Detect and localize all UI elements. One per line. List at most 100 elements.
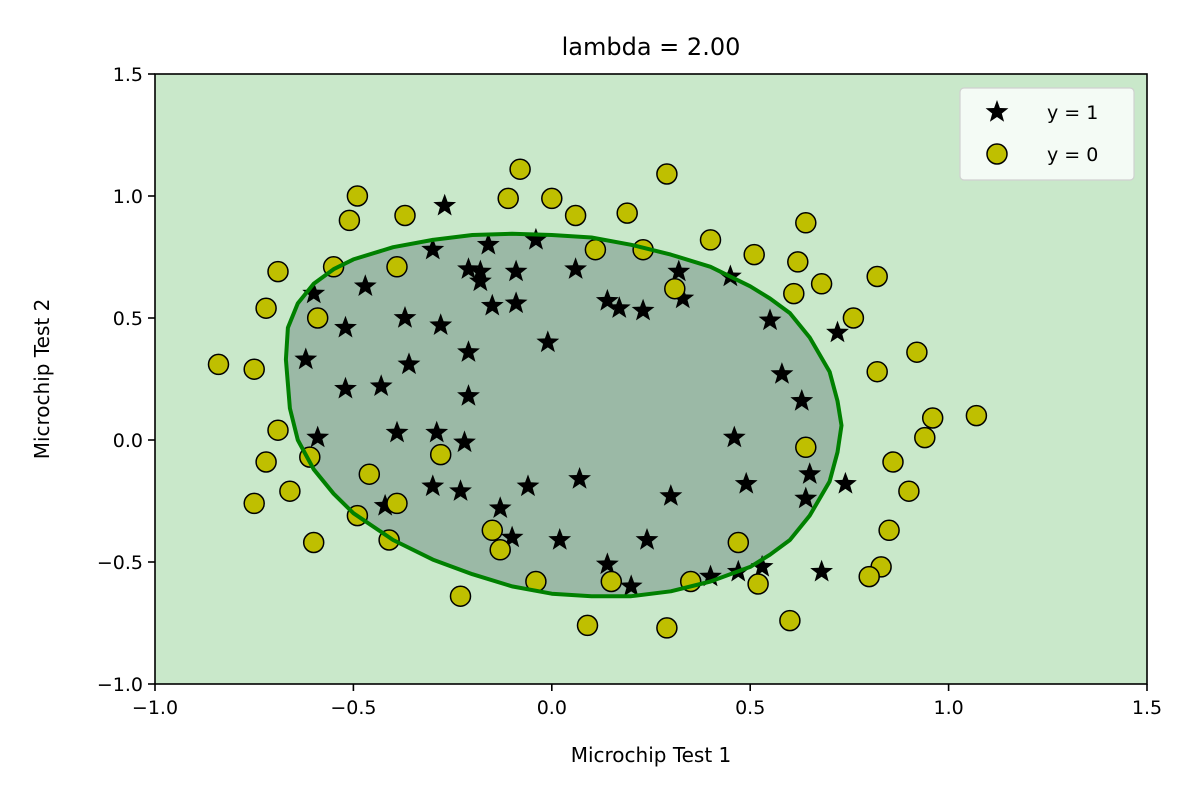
data-point-y1 — [722, 425, 746, 448]
data-point-y1 — [302, 281, 326, 304]
data-point-y0 — [386, 256, 408, 278]
data-point-y1 — [671, 286, 695, 309]
data-point-y1 — [798, 462, 822, 484]
data-point-y1 — [306, 425, 330, 448]
y-tick-label: −1.0 — [97, 674, 143, 696]
data-point-y0 — [243, 358, 265, 380]
data-point-y0 — [795, 212, 817, 234]
data-point-y1 — [457, 340, 480, 362]
data-point-y0 — [699, 229, 722, 251]
x-tick-label: 0.0 — [537, 697, 567, 719]
data-point-y0 — [858, 565, 880, 588]
data-point-y1 — [488, 496, 512, 518]
data-point-y1 — [516, 474, 540, 497]
data-point-y1 — [595, 288, 619, 311]
data-point-y1 — [294, 347, 318, 370]
legend: y = 1 y = 0 — [959, 87, 1135, 181]
data-point-y1 — [758, 308, 782, 331]
data-point-y1 — [607, 296, 631, 318]
data-point-y1 — [750, 554, 774, 577]
legend-label-y1: y = 1 — [1047, 102, 1098, 124]
data-point-y1 — [734, 471, 758, 494]
data-point-y0 — [616, 202, 638, 224]
data-point-y0 — [429, 443, 452, 466]
positive-region-fill — [285, 233, 842, 597]
y-tick-label: 0.0 — [113, 430, 143, 452]
data-point-y1 — [397, 352, 421, 375]
data-point-y1 — [393, 306, 417, 328]
data-point-y1 — [385, 420, 409, 443]
data-point-y0 — [783, 282, 805, 305]
data-point-y0 — [921, 407, 944, 429]
data-point-y1 — [476, 232, 500, 255]
data-point-y1 — [568, 467, 591, 489]
data-point-y0 — [509, 158, 531, 180]
data-point-y0 — [386, 492, 408, 515]
data-point-y1 — [421, 474, 445, 497]
data-point-y1 — [810, 559, 833, 582]
legend-star-shape — [985, 100, 1009, 122]
plot-frame — [154, 73, 1148, 685]
data-point-y0 — [914, 426, 936, 449]
y-tick-label: 1.5 — [113, 64, 143, 86]
decision-boundary-line — [283, 231, 844, 599]
data-point-y1 — [524, 227, 548, 250]
data-point-y0 — [747, 573, 769, 595]
y-tick-label: 1.0 — [113, 186, 143, 208]
data-point-y0 — [306, 307, 329, 329]
legend-star-marker — [985, 100, 1009, 122]
x-tick-label: −1.0 — [132, 697, 178, 719]
data-point-y1 — [334, 376, 357, 399]
data-point-y0 — [810, 273, 833, 295]
data-point-y0 — [243, 492, 265, 515]
data-point-y1 — [548, 528, 572, 550]
data-point-y1 — [425, 420, 449, 443]
data-point-y1 — [536, 330, 560, 353]
data-point-y1 — [457, 257, 480, 279]
data-point-y0 — [656, 163, 678, 185]
axis-ticks: −1.0 −0.5 0.0 0.5 1.0 1.5 −1.0 −0.5 0.0 0.5 1.0 1.5 — [97, 64, 1162, 719]
data-point-y1 — [334, 315, 357, 338]
data-point-y0 — [795, 436, 817, 459]
x-tick-label: 0.5 — [735, 697, 765, 719]
y-tick-label: −0.5 — [97, 552, 143, 574]
data-point-y0 — [279, 480, 301, 502]
data-point-y1 — [480, 293, 504, 316]
data-point-y0 — [541, 187, 563, 210]
data-point-y1 — [564, 257, 587, 279]
data-point-y0 — [302, 531, 325, 554]
data-point-y1 — [353, 274, 377, 296]
data-point-y1 — [794, 486, 818, 509]
data-point-y1 — [659, 484, 683, 506]
data-point-y0 — [255, 451, 277, 473]
data-point-y0 — [489, 539, 511, 561]
data-point-y0 — [866, 265, 888, 288]
legend-circle-shape — [986, 143, 1008, 165]
data-point-y1 — [449, 479, 472, 501]
data-point-y0 — [576, 614, 599, 637]
data-point-y0 — [656, 617, 678, 639]
data-point-y0 — [898, 480, 920, 502]
data-point-y1 — [631, 298, 655, 321]
data-point-y1 — [826, 320, 849, 343]
data-point-y1 — [635, 528, 659, 550]
data-point-y0 — [394, 204, 416, 227]
data-point-y1 — [504, 259, 528, 282]
data-point-y0 — [207, 353, 230, 376]
data-point-y0 — [727, 531, 750, 554]
data-point-y0 — [842, 307, 865, 329]
y-tick-label: 0.5 — [113, 308, 143, 330]
data-point-y0 — [965, 404, 988, 427]
data-point-y0 — [358, 463, 381, 485]
y-axis-label: Microchip Test 2 — [30, 299, 54, 460]
data-point-y0 — [481, 519, 504, 542]
data-point-y1 — [421, 237, 445, 260]
data-point-y0 — [564, 204, 587, 227]
data-point-y1 — [667, 259, 691, 282]
legend-label-y0: y = 0 — [1047, 144, 1098, 166]
data-point-y0 — [584, 238, 607, 261]
data-point-y0 — [449, 585, 472, 607]
chart-title: lambda = 2.00 — [562, 33, 741, 61]
